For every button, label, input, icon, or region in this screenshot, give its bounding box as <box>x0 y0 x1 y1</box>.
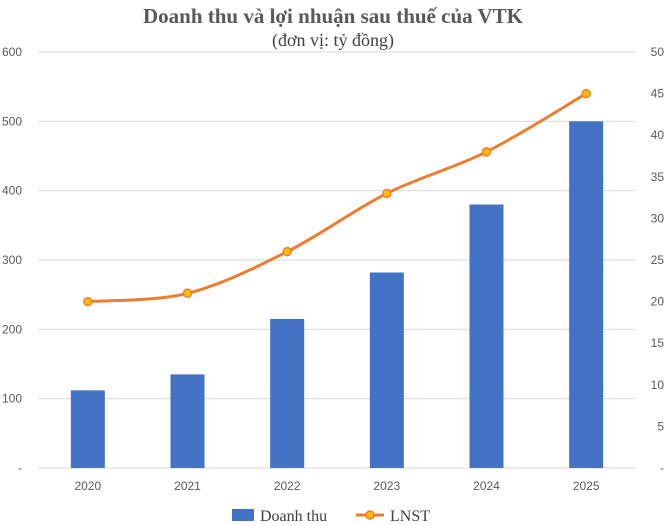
right-axis-tick-label: 10 <box>651 378 665 392</box>
legend-marker-lnst <box>365 510 375 520</box>
left-axis-tick-label: 300 <box>2 253 22 267</box>
x-axis-tick-label: 2024 <box>473 479 500 493</box>
gridlines <box>38 51 636 469</box>
chart-title: Doanh thu và lợi nhuận sau thuế của VTK <box>142 4 524 28</box>
right-axis-tick-label: 40 <box>651 128 665 142</box>
bar-doanh-thu <box>170 374 205 468</box>
left-axis-tick-label: - <box>18 461 22 475</box>
right-axis-tick-label: 25 <box>651 253 665 267</box>
x-axis-tick-label: 2025 <box>573 479 600 493</box>
line-point-lnst <box>83 296 93 307</box>
right-axis-tick-label: - <box>660 461 664 475</box>
right-axis-tick-label: 45 <box>651 87 665 101</box>
x-axis-tick-label: 2020 <box>74 479 101 493</box>
left-axis-tick-label: 600 <box>2 45 22 59</box>
line-point-lnst <box>581 88 591 99</box>
bars-doanh-thu <box>70 121 604 469</box>
line-point-lnst <box>282 246 292 257</box>
left-axis-tick-label: 100 <box>2 392 22 406</box>
right-axis-tick-label: 15 <box>651 336 665 350</box>
bar-doanh-thu <box>369 272 404 468</box>
x-axis-ticks: 2020 2021 2022 2023 2024 2025 <box>74 479 599 493</box>
left-axis-tick-label: 200 <box>2 322 22 336</box>
legend-label-doanh-thu: Doanh thu <box>260 508 327 525</box>
line-point-lnst <box>481 147 492 157</box>
right-axis-tick-label: 5 <box>657 419 664 433</box>
bar-doanh-thu <box>70 390 105 468</box>
legend: Doanh thu LNST <box>232 508 430 525</box>
legend-label-lnst: LNST <box>390 508 430 525</box>
x-axis-tick-label: 2022 <box>274 479 301 493</box>
left-axis-tick-label: 400 <box>2 184 22 198</box>
right-axis-tick-label: 50 <box>651 45 665 59</box>
x-axis-tick-label: 2023 <box>373 479 400 493</box>
right-axis-tick-label: 30 <box>651 211 665 225</box>
line-point-lnst <box>182 288 193 299</box>
line-path-lnst <box>87 92 587 304</box>
x-axis-tick-label: 2021 <box>174 479 201 493</box>
left-axis-tick-label: 500 <box>2 114 22 128</box>
right-axis-ticks: - 5 10 15 20 25 30 35 40 45 50 <box>651 45 665 475</box>
bar-doanh-thu <box>270 318 305 468</box>
chart-subtitle: (đơn vị: tỷ đồng) <box>271 30 394 50</box>
right-axis-tick-label: 20 <box>651 295 665 309</box>
bar-doanh-thu <box>469 204 504 469</box>
right-axis-tick-label: 35 <box>651 170 665 184</box>
line-lnst <box>83 88 591 307</box>
left-axis-ticks: - 100 200 300 400 500 600 <box>2 45 22 475</box>
bar-doanh-thu <box>569 121 604 468</box>
legend-swatch-doanh-thu <box>232 509 254 521</box>
line-point-lnst <box>382 188 392 199</box>
